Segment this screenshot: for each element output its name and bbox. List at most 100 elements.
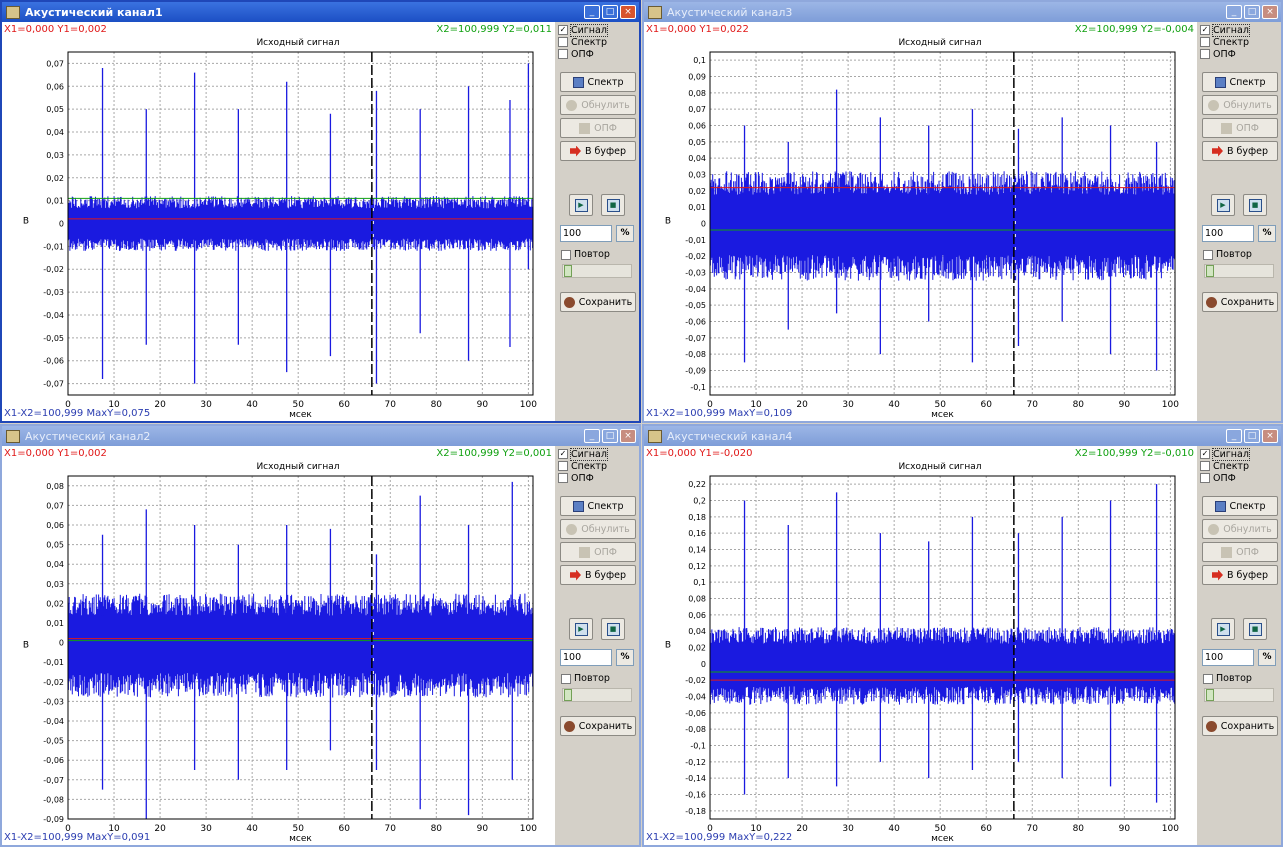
title-bar[interactable]: Акустический канал4 _ □ × <box>644 426 1281 446</box>
opf-checkbox-row[interactable]: ОПФ <box>558 472 636 484</box>
playback-slider[interactable] <box>562 264 632 278</box>
signal-plot[interactable]: X1=0,000 Y1=-0,020 X2=100,999 Y2=-0,010 … <box>644 446 1197 845</box>
opf-checkbox-row[interactable]: ОПФ <box>1200 48 1278 60</box>
spectrum-checkbox-row[interactable]: Спектр <box>558 460 636 472</box>
playback-slider[interactable] <box>562 688 632 702</box>
reset-button[interactable]: Обнулить <box>1202 519 1278 539</box>
percent-toggle[interactable]: % <box>616 649 634 666</box>
signal-checkbox[interactable]: ✓ <box>1200 25 1210 35</box>
minimize-button[interactable]: _ <box>584 5 600 19</box>
minimize-button[interactable]: _ <box>584 429 600 443</box>
spectrum-button[interactable]: Спектр <box>1202 72 1278 92</box>
signal-plot[interactable]: X1=0,000 Y1=0,002 X2=100,999 Y2=0,001 Ис… <box>2 446 555 845</box>
repeat-checkbox-row[interactable]: Повтор <box>1203 249 1252 260</box>
channel-window-1[interactable]: Акустический канал1 _ □ × X1=0,000 Y1=0,… <box>0 0 641 423</box>
percent-toggle[interactable]: % <box>1258 649 1276 666</box>
signal-checkbox-row[interactable]: ✓ Сигнал <box>558 447 636 461</box>
repeat-checkbox[interactable] <box>1203 249 1213 260</box>
signal-checkbox[interactable]: ✓ <box>558 25 568 35</box>
repeat-count-input[interactable]: 100 <box>1202 649 1254 666</box>
opf-checkbox-row[interactable]: ОПФ <box>1200 472 1278 484</box>
maximize-button[interactable]: □ <box>1244 5 1260 19</box>
percent-toggle[interactable]: % <box>1258 225 1276 242</box>
save-button[interactable]: Сохранить <box>1202 292 1278 312</box>
spectrum-checkbox[interactable] <box>558 37 568 47</box>
signal-checkbox-row[interactable]: ✓ Сигнал <box>558 23 636 37</box>
play-button[interactable]: ▶ <box>1211 194 1235 216</box>
close-button[interactable]: × <box>620 429 636 443</box>
percent-toggle[interactable]: % <box>616 225 634 242</box>
opf-button[interactable]: ОПФ <box>560 118 636 138</box>
maximize-button[interactable]: □ <box>602 5 618 19</box>
spectrum-checkbox[interactable] <box>1200 37 1210 47</box>
reset-button[interactable]: Обнулить <box>560 519 636 539</box>
reset-button[interactable]: Обнулить <box>1202 95 1278 115</box>
channel-window-4[interactable]: Акустический канал4 _ □ × X1=0,000 Y1=-0… <box>642 424 1283 847</box>
close-button[interactable]: × <box>1262 5 1278 19</box>
channel-window-3[interactable]: Акустический канал2 _ □ × X1=0,000 Y1=0,… <box>0 424 641 847</box>
opf-button[interactable]: ОПФ <box>560 542 636 562</box>
spectrum-button[interactable]: Спектр <box>560 72 636 92</box>
save-button[interactable]: Сохранить <box>560 716 636 736</box>
repeat-checkbox-row[interactable]: Повтор <box>561 249 610 260</box>
maximize-button[interactable]: □ <box>602 429 618 443</box>
title-bar[interactable]: Акустический канал3 _ □ × <box>644 2 1281 22</box>
title-bar[interactable]: Акустический канал2 _ □ × <box>2 426 639 446</box>
repeat-count-input[interactable]: 100 <box>560 225 612 242</box>
repeat-checkbox-row[interactable]: Повтор <box>1203 673 1252 684</box>
stop-button[interactable]: ■ <box>1243 618 1267 640</box>
stop-button[interactable]: ■ <box>601 618 625 640</box>
close-button[interactable]: × <box>1262 429 1278 443</box>
slider-thumb[interactable] <box>564 265 572 277</box>
close-button[interactable]: × <box>620 5 636 19</box>
minimize-button[interactable]: _ <box>1226 429 1242 443</box>
to-buffer-button[interactable]: В буфер <box>1202 565 1278 585</box>
repeat-checkbox-row[interactable]: Повтор <box>561 673 610 684</box>
slider-thumb[interactable] <box>564 689 572 701</box>
opf-checkbox-row[interactable]: ОПФ <box>558 48 636 60</box>
slider-thumb[interactable] <box>1206 689 1214 701</box>
spectrum-button[interactable]: Спектр <box>560 496 636 516</box>
spectrum-checkbox[interactable] <box>558 461 568 471</box>
signal-checkbox[interactable]: ✓ <box>558 449 568 459</box>
save-button[interactable]: Сохранить <box>560 292 636 312</box>
repeat-count-input[interactable]: 100 <box>560 649 612 666</box>
repeat-checkbox[interactable] <box>1203 673 1213 684</box>
playback-slider[interactable] <box>1204 688 1274 702</box>
signal-chart[interactable]: X1=0,000 Y1=-0,020 X2=100,999 Y2=-0,010 … <box>644 446 1197 845</box>
to-buffer-button[interactable]: В буфер <box>560 141 636 161</box>
signal-plot[interactable]: X1=0,000 Y1=0,002 X2=100,999 Y2=0,011 Ис… <box>2 22 555 421</box>
save-button[interactable]: Сохранить <box>1202 716 1278 736</box>
signal-chart[interactable]: X1=0,000 Y1=0,002 X2=100,999 Y2=0,011 Ис… <box>2 22 555 421</box>
repeat-checkbox[interactable] <box>561 249 571 260</box>
slider-thumb[interactable] <box>1206 265 1214 277</box>
channel-window-2[interactable]: Акустический канал3 _ □ × X1=0,000 Y1=0,… <box>642 0 1283 423</box>
opf-checkbox[interactable] <box>558 49 568 59</box>
play-button[interactable]: ▶ <box>1211 618 1235 640</box>
playback-slider[interactable] <box>1204 264 1274 278</box>
signal-checkbox-row[interactable]: ✓ Сигнал <box>1200 447 1278 461</box>
to-buffer-button[interactable]: В буфер <box>1202 141 1278 161</box>
signal-plot[interactable]: X1=0,000 Y1=0,022 X2=100,999 Y2=-0,004 И… <box>644 22 1197 421</box>
spectrum-checkbox-row[interactable]: Спектр <box>1200 460 1278 472</box>
maximize-button[interactable]: □ <box>1244 429 1260 443</box>
signal-checkbox[interactable]: ✓ <box>1200 449 1210 459</box>
spectrum-checkbox[interactable] <box>1200 461 1210 471</box>
opf-button[interactable]: ОПФ <box>1202 542 1278 562</box>
spectrum-checkbox-row[interactable]: Спектр <box>1200 36 1278 48</box>
stop-button[interactable]: ■ <box>601 194 625 216</box>
opf-checkbox[interactable] <box>558 473 568 483</box>
stop-button[interactable]: ■ <box>1243 194 1267 216</box>
spectrum-button[interactable]: Спектр <box>1202 496 1278 516</box>
reset-button[interactable]: Обнулить <box>560 95 636 115</box>
opf-button[interactable]: ОПФ <box>1202 118 1278 138</box>
play-button[interactable]: ▶ <box>569 618 593 640</box>
spectrum-checkbox-row[interactable]: Спектр <box>558 36 636 48</box>
opf-checkbox[interactable] <box>1200 49 1210 59</box>
title-bar[interactable]: Акустический канал1 _ □ × <box>2 2 639 22</box>
minimize-button[interactable]: _ <box>1226 5 1242 19</box>
opf-checkbox[interactable] <box>1200 473 1210 483</box>
signal-chart[interactable]: X1=0,000 Y1=0,002 X2=100,999 Y2=0,001 Ис… <box>2 446 555 845</box>
play-button[interactable]: ▶ <box>569 194 593 216</box>
signal-chart[interactable]: X1=0,000 Y1=0,022 X2=100,999 Y2=-0,004 И… <box>644 22 1197 421</box>
